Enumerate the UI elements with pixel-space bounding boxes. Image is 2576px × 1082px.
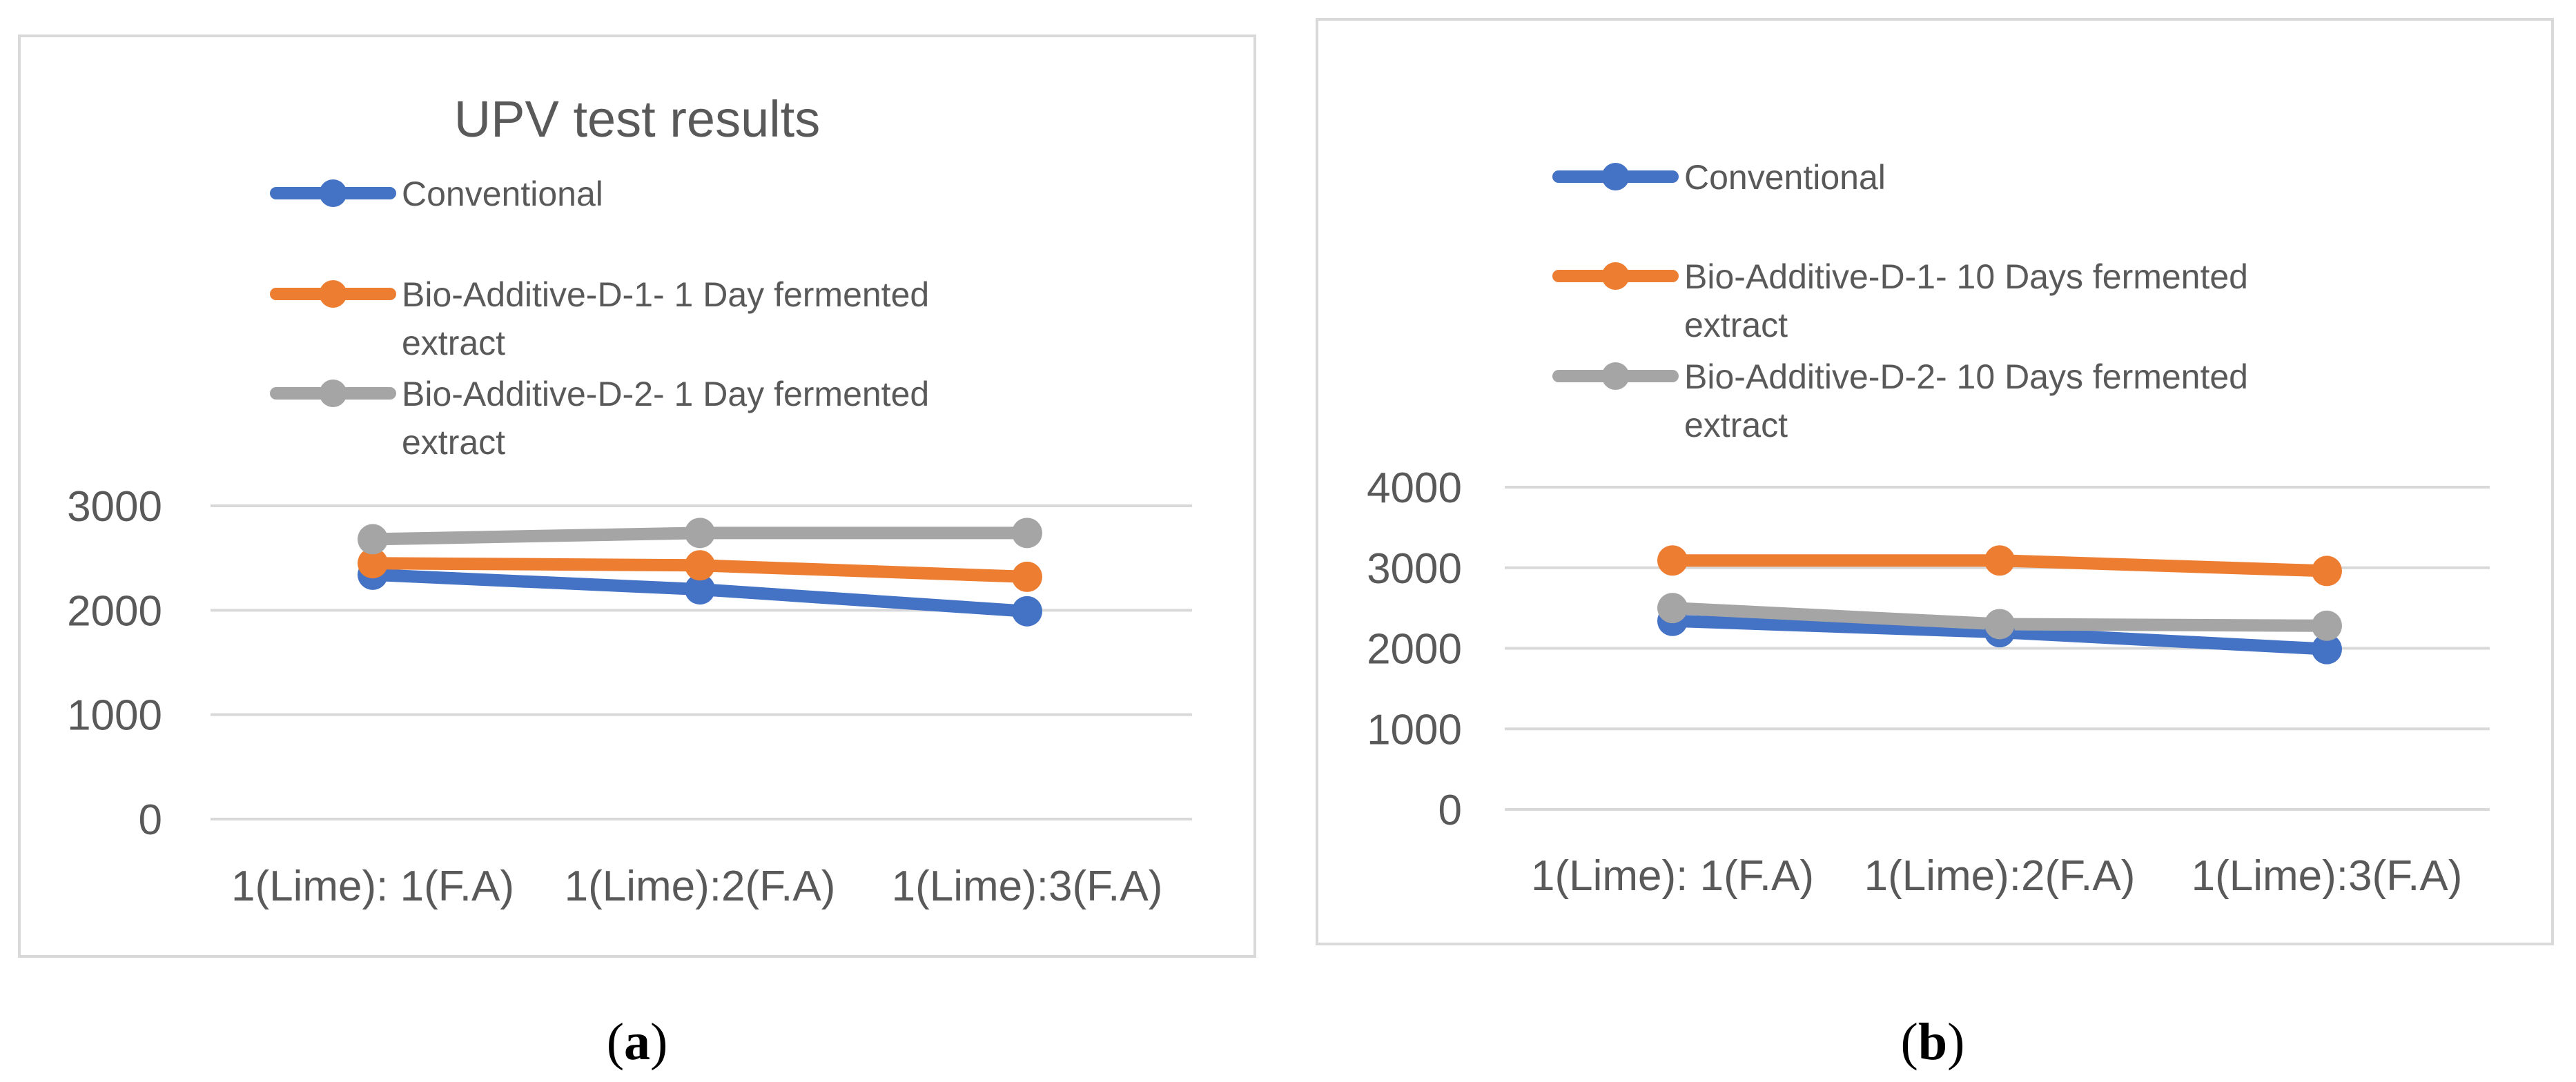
panel-b-legend: Conventional Bio-Additive-D-1- 10 Days fe… <box>1552 158 2248 444</box>
panel-a-y-tick-labels: 0 1000 2000 3000 <box>67 483 162 844</box>
panel-b-caption-text: (b) <box>1901 1013 1965 1071</box>
panel-b-y-tick-label: 1000 <box>1367 706 1462 754</box>
panel-b-legend-swatch-marker <box>1601 163 1630 190</box>
panel-a-y-tick-label: 3000 <box>67 483 162 531</box>
panel-b-legend-label: Bio-Additive-D-1- 10 Days fermented <box>1684 257 2248 296</box>
panel-a-series-points <box>358 518 1042 627</box>
panel-a-legend-label: extract <box>402 423 505 462</box>
panel-b-data-point <box>1657 593 1688 624</box>
panel-b-data-point <box>2312 610 2342 641</box>
panel-b-x-tick-label: 1(Lime):3(F.A) <box>2192 852 2463 900</box>
panel-a-data-point <box>685 518 715 549</box>
panel-a-y-tick-label: 2000 <box>67 587 162 635</box>
panel-a-y-tick-label: 0 <box>139 796 162 844</box>
panel-a-data-point <box>1012 561 1042 592</box>
panel-a-legend: Conventional Bio-Additive-D-1- 1 Day ferm… <box>270 175 929 462</box>
panel-b-data-point <box>1984 609 2015 640</box>
panel-a-x-tick-label: 1(Lime):2(F.A) <box>565 863 836 910</box>
panel-b-data-point <box>2312 633 2342 665</box>
panel-a-caption-text: (a) <box>607 1013 668 1071</box>
panel-a-data-point <box>1012 596 1042 627</box>
panel-b-legend-label: extract <box>1684 306 1788 344</box>
panel-b-legend-swatch-marker <box>1601 362 1630 390</box>
panel-a-frame <box>18 35 1256 958</box>
panel-b-legend-label: Conventional <box>1684 158 1886 197</box>
panel-b-y-tick-label: 3000 <box>1367 545 1462 593</box>
panel-b-series-points <box>1657 545 2342 665</box>
panel-b-legend-swatch-marker <box>1601 262 1630 290</box>
panel-b-legend-label: Bio-Additive-D-2- 10 Days fermented <box>1684 357 2248 396</box>
panel-b-x-tick-label: 1(Lime):2(F.A) <box>1864 852 2136 900</box>
panel-a-upv-chart: UPV test results 0 1000 2000 3000 1(Lime): … <box>18 35 1256 958</box>
panel-a-data-point <box>685 574 715 605</box>
panel-a-legend-label: Bio-Additive-D-1- 1 Day fermented <box>402 275 929 314</box>
panel-b-x-tick-label: 1(Lime): 1(F.A) <box>1531 852 1814 900</box>
panel-b-label: b <box>1918 1013 1947 1071</box>
panel-b-x-tick-labels: 1(Lime): 1(F.A) 1(Lime):2(F.A) 1(Lime):3(F… <box>1531 852 2462 900</box>
panel-b-legend-label: extract <box>1684 406 1788 444</box>
panel-a-chart-title: UPV test results <box>454 90 821 148</box>
panel-a-data-point <box>358 548 388 579</box>
panel-a-x-tick-label: 1(Lime):3(F.A) <box>892 863 1163 910</box>
panel-a-legend-swatch-marker <box>319 380 347 407</box>
panel-b-y-tick-label: 0 <box>1438 787 1462 834</box>
panel-a-legend-swatch-marker <box>319 280 347 308</box>
panel-b-data-point <box>2312 555 2342 587</box>
panel-a-gridlines <box>211 504 1192 820</box>
panel-a-x-tick-label: 1(Lime): 1(F.A) <box>231 863 514 910</box>
panel-b-y-tick-label: 2000 <box>1367 626 1462 673</box>
panel-a-caption: (a) <box>607 1013 668 1071</box>
panel-a-data-point <box>358 524 388 555</box>
panel-a-legend-label: extract <box>402 324 505 362</box>
panel-a-data-point <box>685 550 715 581</box>
panel-b-caption: (b) <box>1901 1013 1965 1071</box>
panel-a-data-point <box>1012 518 1042 549</box>
panel-b-y-tick-label: 4000 <box>1367 464 1462 512</box>
panel-a-legend-label: Conventional <box>402 175 603 213</box>
panel-b-data-point <box>1657 545 1688 576</box>
panel-a-x-tick-labels: 1(Lime): 1(F.A) 1(Lime):2(F.A) 1(Lime):3(F… <box>231 863 1162 910</box>
panel-a-legend-label: Bio-Additive-D-2- 1 Day fermented <box>402 375 929 413</box>
panel-a-legend-swatch-marker <box>319 179 347 207</box>
panel-b-y-tick-labels: 0 1000 2000 3000 4000 <box>1367 464 1462 834</box>
panel-a-y-tick-label: 1000 <box>67 692 162 740</box>
panel-b-data-point <box>1984 545 2015 576</box>
panel-b-frame <box>1316 18 2554 945</box>
panel-a-label: a <box>624 1013 650 1071</box>
